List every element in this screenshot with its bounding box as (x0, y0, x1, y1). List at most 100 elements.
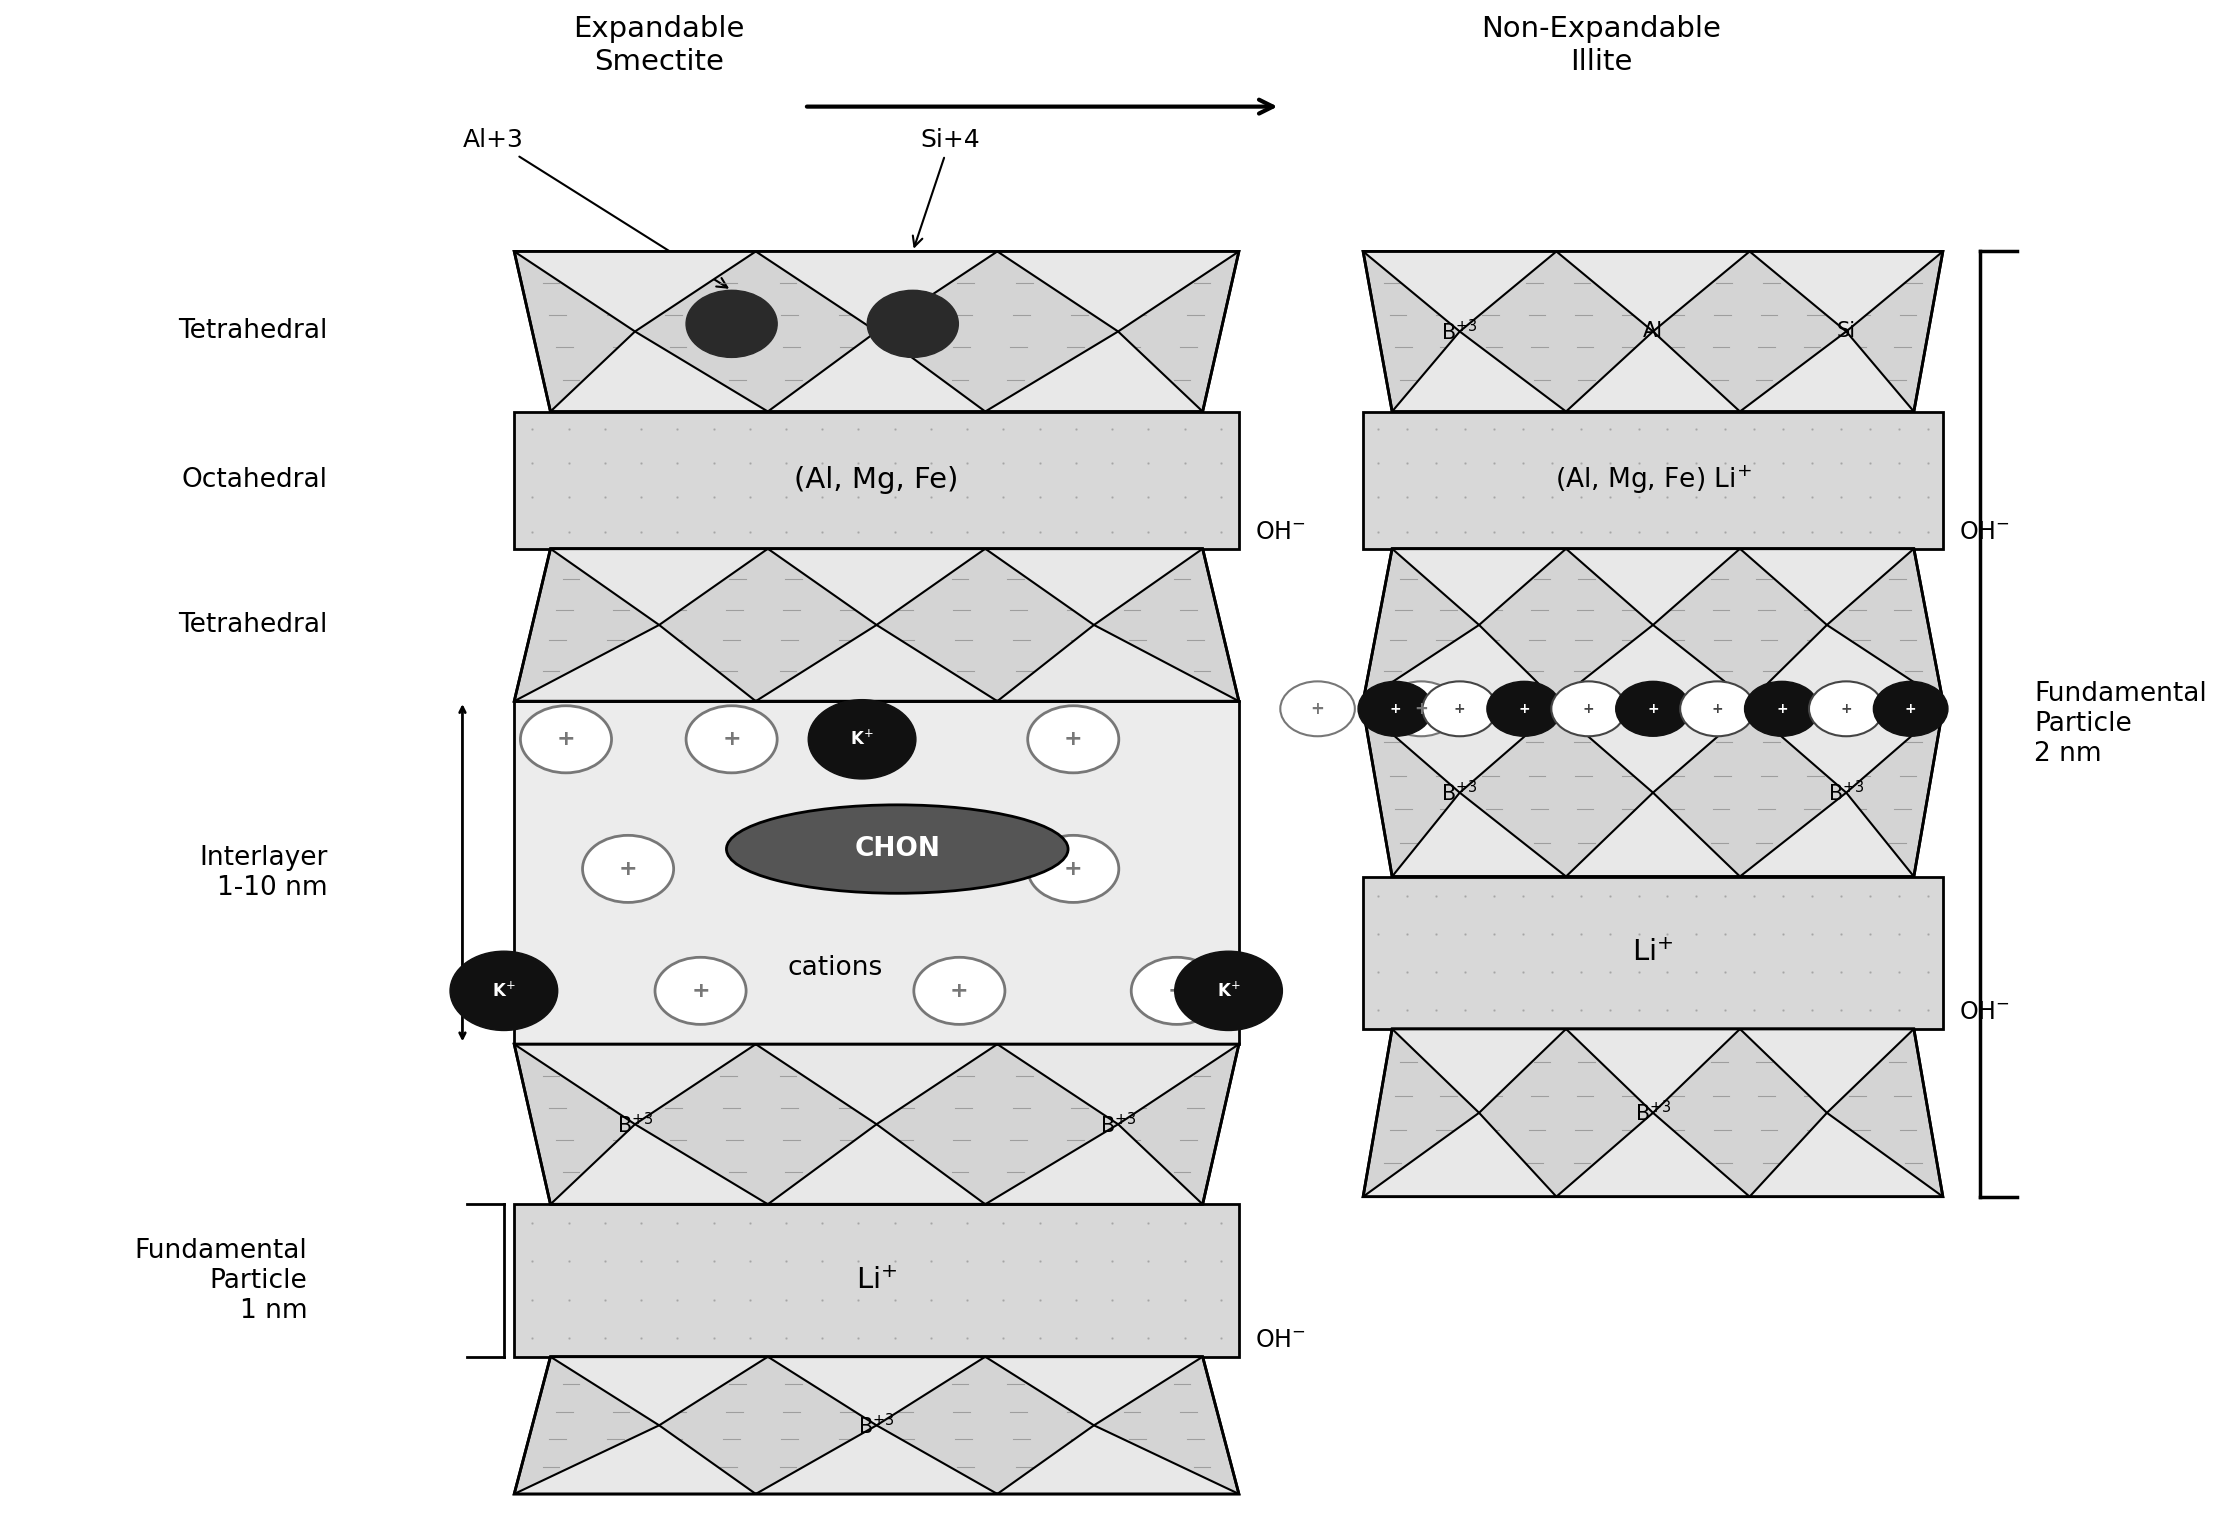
Polygon shape (1364, 709, 1943, 877)
Circle shape (866, 291, 957, 357)
Circle shape (686, 706, 777, 773)
Polygon shape (768, 1125, 986, 1205)
Text: +: + (1415, 700, 1428, 717)
Text: +: + (1584, 702, 1595, 716)
Polygon shape (1750, 625, 1943, 702)
Polygon shape (986, 1357, 1202, 1425)
Text: K$^{+}$: K$^{+}$ (851, 729, 873, 749)
Text: (Al, Mg, Fe): (Al, Mg, Fe) (795, 466, 959, 494)
Polygon shape (1739, 549, 1915, 625)
Polygon shape (551, 1357, 768, 1425)
Polygon shape (515, 1425, 755, 1494)
Bar (1364, 411, 1943, 549)
Text: Fundamental
Particle
1 nm: Fundamental Particle 1 nm (135, 1237, 306, 1324)
Circle shape (1384, 682, 1459, 736)
Text: +: + (1064, 859, 1082, 879)
Polygon shape (515, 549, 1239, 702)
Polygon shape (1566, 793, 1739, 877)
Text: +: + (1712, 702, 1723, 716)
Circle shape (1808, 682, 1883, 736)
Text: Non-Expandable
Illite: Non-Expandable Illite (1481, 15, 1721, 75)
Polygon shape (1557, 625, 1750, 702)
Circle shape (1028, 836, 1119, 902)
Circle shape (1486, 682, 1561, 736)
Text: Al: Al (1644, 322, 1664, 342)
Text: OH$^{-}$: OH$^{-}$ (1255, 1328, 1306, 1353)
Polygon shape (515, 251, 755, 331)
Text: +: + (722, 729, 742, 749)
Circle shape (1175, 951, 1282, 1031)
Text: B$^{+3}$: B$^{+3}$ (1441, 319, 1479, 345)
Text: +: + (557, 729, 575, 749)
Polygon shape (551, 1125, 768, 1205)
Polygon shape (551, 331, 768, 411)
Circle shape (1872, 682, 1948, 736)
Text: Interlayer
1-10 nm: Interlayer 1-10 nm (200, 845, 329, 900)
Polygon shape (755, 625, 997, 702)
Polygon shape (1566, 549, 1739, 625)
Polygon shape (1750, 1113, 1943, 1197)
Text: B$^{+3}$: B$^{+3}$ (617, 1111, 653, 1137)
Text: +: + (1390, 702, 1401, 716)
Circle shape (582, 836, 673, 902)
Polygon shape (1739, 1030, 1915, 1113)
Circle shape (1028, 706, 1119, 773)
Circle shape (1130, 957, 1222, 1025)
Circle shape (913, 957, 1004, 1025)
Polygon shape (755, 251, 997, 331)
Polygon shape (997, 1425, 1239, 1494)
Text: B$^{+3}$: B$^{+3}$ (1099, 1111, 1137, 1137)
Polygon shape (551, 549, 768, 625)
Polygon shape (768, 549, 986, 625)
Polygon shape (515, 625, 755, 702)
Polygon shape (1393, 549, 1566, 625)
Polygon shape (986, 331, 1202, 411)
Text: OH$^{-}$: OH$^{-}$ (1959, 1000, 2010, 1025)
Text: Si+4: Si+4 (913, 128, 979, 246)
Polygon shape (1750, 251, 1943, 331)
Text: B$^{+3}$: B$^{+3}$ (1635, 1100, 1672, 1125)
Polygon shape (1750, 709, 1943, 793)
Text: Fundamental
Particle
2 nm: Fundamental Particle 2 nm (2034, 682, 2208, 766)
Circle shape (808, 700, 915, 779)
Text: +: + (1841, 702, 1852, 716)
Text: B$^{+3}$: B$^{+3}$ (857, 1413, 895, 1437)
Circle shape (451, 951, 557, 1031)
Text: +: + (691, 980, 711, 1000)
Text: cations: cations (788, 956, 882, 980)
Polygon shape (755, 1043, 997, 1125)
Bar (515, 1205, 1239, 1357)
Polygon shape (986, 549, 1202, 625)
Polygon shape (1566, 331, 1739, 411)
Circle shape (686, 291, 777, 357)
Polygon shape (997, 1043, 1239, 1125)
Text: K$^{+}$: K$^{+}$ (493, 982, 515, 1000)
Circle shape (1743, 682, 1819, 736)
Polygon shape (1364, 251, 1557, 331)
Text: Li$^{+}$: Li$^{+}$ (855, 1267, 897, 1294)
Circle shape (1550, 682, 1626, 736)
Circle shape (1279, 682, 1355, 736)
Circle shape (1615, 682, 1690, 736)
Polygon shape (515, 1043, 755, 1125)
Polygon shape (997, 251, 1239, 331)
Polygon shape (515, 1357, 1239, 1494)
Text: +: + (1310, 700, 1324, 717)
Circle shape (1679, 682, 1755, 736)
Polygon shape (768, 331, 986, 411)
Polygon shape (1557, 251, 1750, 331)
Polygon shape (1364, 709, 1557, 793)
Text: CHON: CHON (855, 836, 939, 862)
Polygon shape (1566, 1030, 1739, 1113)
Text: +: + (1519, 702, 1530, 716)
Text: Tetrahedral: Tetrahedral (178, 613, 329, 639)
Polygon shape (755, 1425, 997, 1494)
Circle shape (1421, 682, 1497, 736)
Text: Expandable
Smectite: Expandable Smectite (573, 15, 744, 75)
Polygon shape (1364, 1113, 1557, 1197)
Circle shape (1357, 682, 1433, 736)
Polygon shape (1739, 331, 1915, 411)
Text: Al+3: Al+3 (462, 128, 726, 288)
Text: +: + (951, 980, 968, 1000)
Text: B$^{+3}$: B$^{+3}$ (1441, 780, 1479, 805)
